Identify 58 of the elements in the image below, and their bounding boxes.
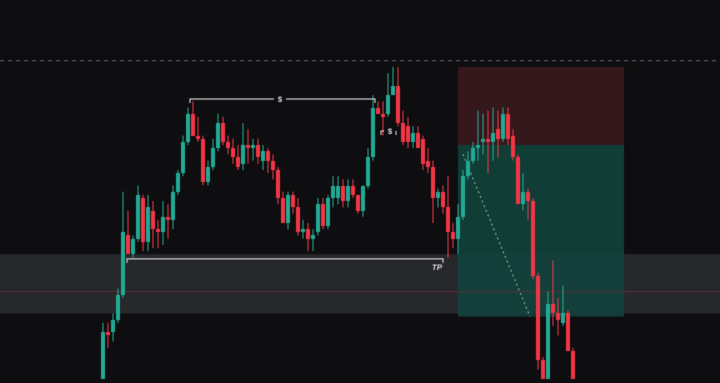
candlestick	[551, 260, 555, 326]
candlestick	[126, 210, 130, 255]
candlestick	[521, 172, 525, 212]
candlestick	[166, 204, 170, 240]
candlestick	[441, 185, 445, 214]
candlestick	[456, 204, 460, 255]
candlestick	[391, 66, 395, 96]
candlestick	[266, 148, 270, 174]
candlestick	[196, 116, 200, 142]
candlestick	[131, 234, 135, 258]
candlestick	[176, 169, 180, 196]
candlestick	[261, 144, 265, 170]
candlestick	[486, 110, 490, 174]
candlestick	[111, 312, 115, 342]
candlestick	[466, 150, 470, 180]
candlestick	[301, 219, 305, 240]
candlestick	[221, 116, 225, 146]
candlestick	[451, 222, 455, 248]
candlestick	[241, 122, 245, 170]
candlestick	[251, 138, 255, 162]
candlestick	[231, 138, 235, 164]
candlestick	[386, 72, 390, 118]
candlestick	[491, 107, 495, 162]
candlestick	[256, 138, 260, 164]
candlestick	[226, 135, 230, 155]
candlestick	[156, 219, 160, 248]
candlestick	[161, 200, 165, 246]
candlestick	[381, 100, 385, 136]
candlestick	[526, 188, 530, 220]
candlestick	[351, 178, 355, 199]
candlestick	[291, 191, 295, 214]
candlestick	[561, 284, 565, 326]
candlestick	[191, 100, 195, 136]
candlestick	[436, 188, 440, 208]
candlestick	[481, 113, 485, 155]
candlestick	[151, 200, 155, 248]
candlestick	[376, 100, 380, 114]
candlestick	[311, 228, 315, 252]
candlestick	[411, 126, 415, 149]
candlestick	[471, 141, 475, 164]
annotation: $	[388, 127, 393, 136]
candlestick	[246, 128, 250, 164]
candlestick	[556, 297, 560, 336]
candlestick	[306, 222, 310, 252]
candlestick	[106, 322, 110, 348]
candlestick	[236, 144, 240, 170]
candlestick	[211, 138, 215, 170]
candlestick	[346, 178, 350, 208]
candlestick	[206, 160, 210, 186]
candlestick	[476, 110, 480, 162]
candlestick	[541, 356, 545, 380]
candlestick	[271, 154, 275, 180]
annotation: $	[278, 95, 283, 104]
candlestick	[321, 198, 325, 230]
candlestick	[341, 178, 345, 208]
candlestick	[496, 110, 500, 158]
annotation: TP	[432, 262, 443, 272]
candlestick	[356, 194, 360, 214]
